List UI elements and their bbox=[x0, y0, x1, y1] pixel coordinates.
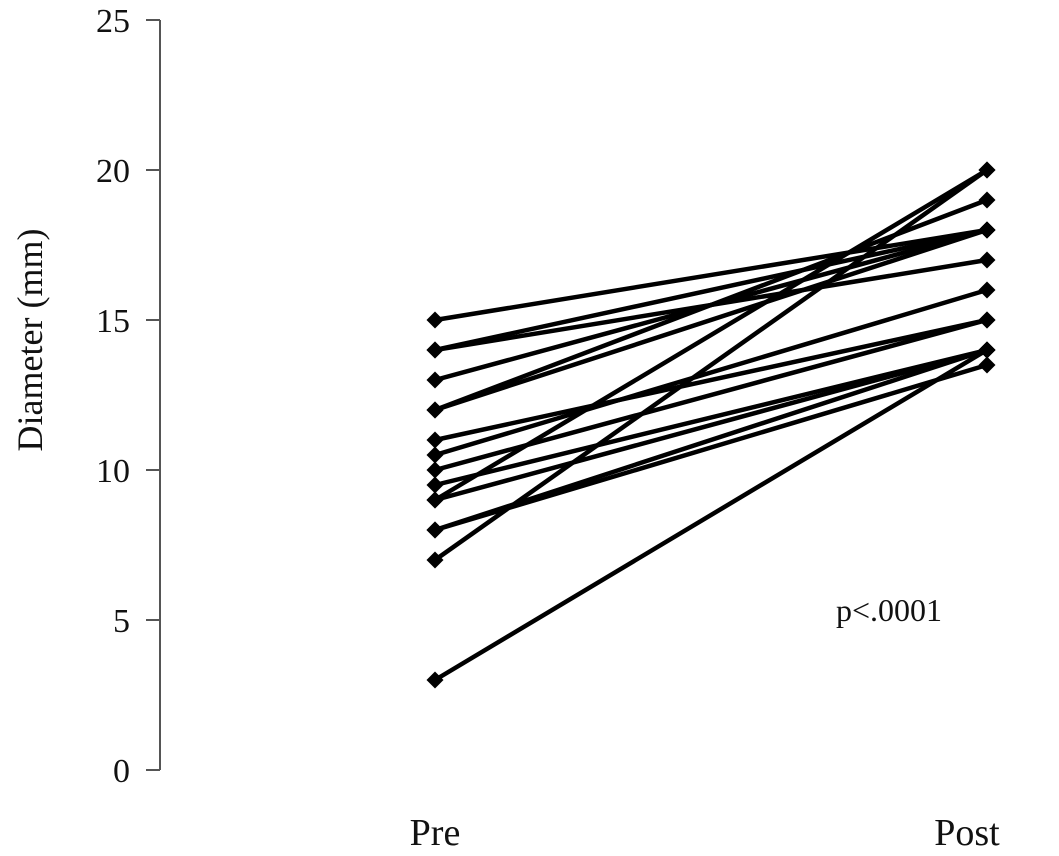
data-point bbox=[426, 341, 444, 359]
series-line bbox=[432, 347, 990, 533]
data-point bbox=[426, 311, 444, 329]
data-point bbox=[426, 551, 444, 569]
series-line bbox=[432, 167, 990, 503]
data-point bbox=[978, 221, 996, 239]
series-line bbox=[432, 167, 990, 563]
series-line bbox=[432, 317, 990, 443]
data-point bbox=[978, 161, 996, 179]
y-axis-label: Diameter (mm) bbox=[10, 229, 50, 452]
series-pair bbox=[426, 341, 996, 689]
data-point bbox=[426, 371, 444, 389]
x-category-label: Post bbox=[934, 812, 1000, 854]
series-line bbox=[432, 227, 990, 323]
data-point bbox=[978, 356, 996, 374]
data-point bbox=[426, 401, 444, 419]
series-line bbox=[432, 347, 990, 488]
data-point bbox=[978, 311, 996, 329]
y-tick-label: 25 bbox=[96, 3, 130, 40]
y-tick-label: 15 bbox=[96, 303, 130, 340]
series-group bbox=[426, 161, 996, 689]
data-point bbox=[426, 521, 444, 539]
data-point bbox=[426, 461, 444, 479]
data-point bbox=[978, 251, 996, 269]
data-point bbox=[426, 446, 444, 464]
series-line bbox=[432, 227, 990, 413]
series-line bbox=[432, 287, 990, 458]
series-line bbox=[432, 347, 990, 683]
x-category-labels: Pre Post bbox=[410, 812, 1001, 854]
x-category-label: Pre bbox=[410, 812, 461, 854]
y-ticks: 0 5 10 15 20 25 bbox=[96, 3, 160, 790]
data-point bbox=[426, 476, 444, 494]
y-tick-label: 0 bbox=[113, 753, 130, 790]
data-point bbox=[978, 281, 996, 299]
y-tick-label: 10 bbox=[96, 453, 130, 490]
data-point bbox=[978, 341, 996, 359]
data-point bbox=[978, 191, 996, 209]
series-line bbox=[432, 362, 990, 533]
y-tick-label: 5 bbox=[113, 603, 130, 640]
series-pair bbox=[426, 281, 996, 464]
series-pair bbox=[426, 161, 996, 569]
data-point bbox=[426, 491, 444, 509]
y-tick-label: 20 bbox=[96, 153, 130, 190]
p-value-annotation: p<.0001 bbox=[836, 592, 942, 628]
series-line bbox=[432, 347, 990, 503]
data-point bbox=[426, 431, 444, 449]
series-line bbox=[432, 227, 990, 353]
data-point bbox=[426, 671, 444, 689]
